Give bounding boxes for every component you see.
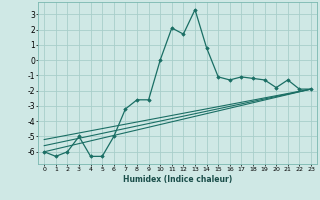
X-axis label: Humidex (Indice chaleur): Humidex (Indice chaleur) (123, 175, 232, 184)
